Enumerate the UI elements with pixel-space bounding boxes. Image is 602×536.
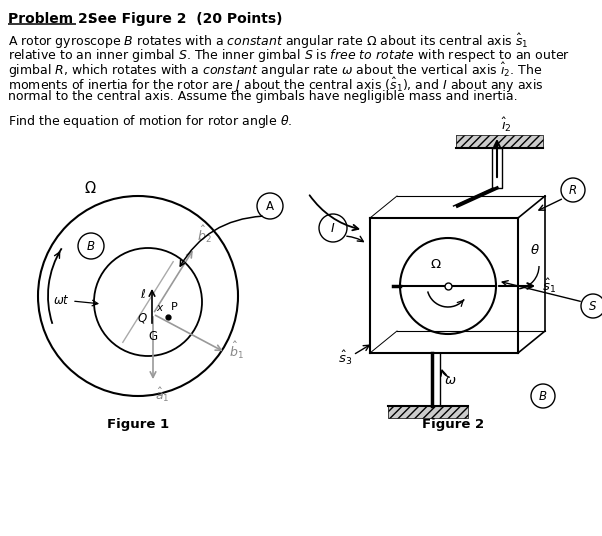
Text: moments of inertia for the rotor are $J$ about the central axis $(\hat{s}_1)$, a: moments of inertia for the rotor are $J$… bbox=[8, 76, 544, 94]
Text: $Q$: $Q$ bbox=[137, 311, 147, 325]
Text: $\hat{a}_1$: $\hat{a}_1$ bbox=[155, 386, 170, 404]
Text: Figure 2: Figure 2 bbox=[422, 418, 484, 431]
Text: $\theta$: $\theta$ bbox=[530, 243, 540, 257]
Text: $\Omega$: $\Omega$ bbox=[84, 180, 96, 196]
Text: G: G bbox=[149, 330, 158, 343]
Text: $S$: $S$ bbox=[588, 300, 598, 312]
Text: $\hat{\imath}_2$: $\hat{\imath}_2$ bbox=[501, 116, 512, 134]
Text: $\ell$: $\ell$ bbox=[140, 287, 146, 301]
Text: $B$: $B$ bbox=[86, 240, 96, 252]
Text: $\hat{b}_2$: $\hat{b}_2$ bbox=[197, 224, 212, 245]
Text: P: P bbox=[171, 302, 178, 312]
Text: $I$: $I$ bbox=[330, 221, 336, 235]
Text: Problem 2:: Problem 2: bbox=[8, 12, 93, 26]
Text: $R$: $R$ bbox=[568, 183, 577, 197]
Text: Figure 1: Figure 1 bbox=[107, 418, 169, 431]
Text: Find the equation of motion for rotor angle $\theta$.: Find the equation of motion for rotor an… bbox=[8, 113, 293, 130]
Text: normal to the central axis. Assume the gimbals have negligible mass and inertia.: normal to the central axis. Assume the g… bbox=[8, 90, 518, 103]
Text: $\hat{s}_1$: $\hat{s}_1$ bbox=[542, 277, 556, 295]
Text: $\omega$: $\omega$ bbox=[444, 375, 456, 388]
Text: $\hat{s}_3$: $\hat{s}_3$ bbox=[338, 349, 352, 367]
Text: $\omega t$: $\omega t$ bbox=[53, 294, 70, 308]
Text: A: A bbox=[266, 199, 274, 212]
Text: gimbal $R$, which rotates with a $\it{constant}$ angular rate $\omega$ about the: gimbal $R$, which rotates with a $\it{co… bbox=[8, 61, 542, 80]
Text: See Figure 2  (20 Points): See Figure 2 (20 Points) bbox=[78, 12, 282, 26]
Text: A rotor gyroscope $B$ rotates with a $\it{constant}$ angular rate $\Omega$ about: A rotor gyroscope $B$ rotates with a $\i… bbox=[8, 32, 529, 51]
Text: $x$: $x$ bbox=[156, 303, 164, 313]
Text: $B$: $B$ bbox=[538, 390, 548, 403]
Text: $\hat{b}_1$: $\hat{b}_1$ bbox=[229, 340, 244, 361]
Text: $\Omega$: $\Omega$ bbox=[430, 257, 442, 271]
Text: relative to an inner gimbal $S$. The inner gimbal $S$ is $\it{free\ to\ rotate}$: relative to an inner gimbal $S$. The inn… bbox=[8, 47, 570, 63]
